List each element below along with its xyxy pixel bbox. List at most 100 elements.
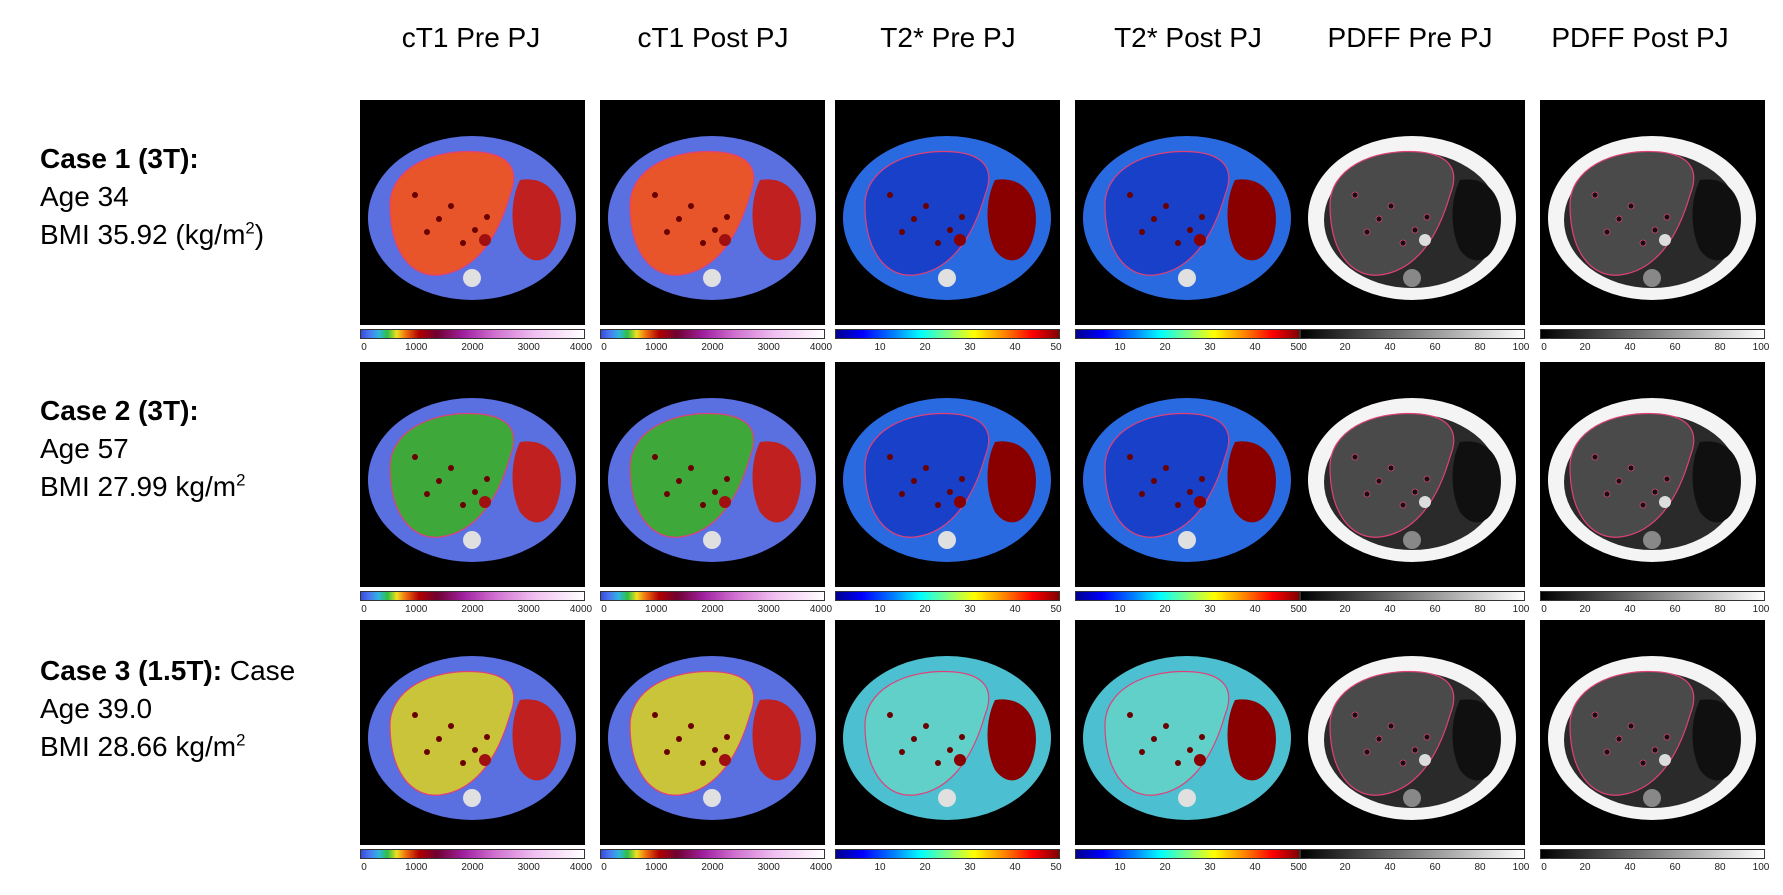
mri-panel: [1300, 100, 1525, 325]
mri-panel: [1540, 620, 1765, 845]
bmi-exponent: 2: [245, 218, 255, 238]
colorbar-tick-label: 80: [1474, 862, 1486, 873]
colorbar-tick-label: 40: [1384, 604, 1396, 615]
vessel-mark: [1127, 712, 1133, 718]
vessel-mark: [712, 747, 718, 753]
vessel-mark: [1639, 239, 1647, 247]
vessel-mark: [1199, 214, 1205, 220]
colorbar: [1540, 329, 1765, 339]
column-title: cT1 Post PJ: [637, 22, 789, 53]
vessel-mark: [1603, 228, 1611, 236]
colorbar-tick-label: 20: [919, 604, 931, 615]
vessel-mark: [1363, 490, 1371, 498]
vessel-mark: [1591, 453, 1599, 461]
vessel-mark: [472, 227, 478, 233]
colorbar-tick-label: 50: [1050, 862, 1062, 873]
vessel-mark: [472, 489, 478, 495]
vessel-mark: [700, 502, 706, 508]
colorbar: [835, 329, 1060, 339]
colorbar-tick-label: 3000: [517, 604, 540, 615]
colorbar: [600, 329, 825, 339]
stomach-region: [752, 699, 801, 781]
case-bmi: BMI 35.92 (kg/m2): [40, 216, 264, 254]
colorbar-tick-label: 2000: [461, 604, 484, 615]
stomach-region: [1692, 699, 1741, 781]
colorbar-tick-label: 20: [1159, 862, 1171, 873]
vessel-mark: [911, 736, 917, 742]
vessel-mark: [1411, 488, 1419, 496]
colorbar-tick-label: 10: [874, 604, 886, 615]
case-name: Case 1 (3T):: [40, 143, 199, 174]
bmi-exponent: 2: [236, 470, 246, 490]
colorbar-tick-label: 0: [1301, 862, 1307, 873]
vessel-mark: [1199, 734, 1205, 740]
vessel-mark: [448, 723, 454, 729]
vessel-mark: [1651, 488, 1659, 496]
vessel-mark: [1627, 722, 1635, 730]
colorbar-tick-label: 0: [601, 604, 607, 615]
stomach-region: [1227, 441, 1276, 523]
vessel-mark: [448, 203, 454, 209]
colorbar-ticks: 10 20 30 40 50: [835, 604, 1061, 618]
colorbar-tick-label: 100: [1752, 604, 1770, 615]
colorbar-tick-label: 10: [1114, 604, 1126, 615]
spine-mark: [1643, 789, 1661, 807]
vessel-mark: [959, 476, 965, 482]
vessel-mark: [664, 229, 670, 235]
colorbar-ticks: 0 1000 2000 3000 4000: [360, 342, 592, 356]
colorbar-tick-label: 40: [1249, 862, 1261, 873]
aorta-mark: [1659, 234, 1671, 246]
bmi-text: BMI 28.66 kg/m: [40, 731, 237, 762]
vessel-mark: [1591, 711, 1599, 719]
vessel-mark: [1187, 227, 1193, 233]
vessel-mark: [1651, 746, 1659, 754]
vessel-mark: [676, 216, 682, 222]
vessel-mark: [412, 712, 418, 718]
spine-mark: [463, 789, 481, 807]
colorbar-tick-label: 10: [874, 342, 886, 353]
aorta-mark: [1194, 496, 1206, 508]
case-bmi: BMI 28.66 kg/m2: [40, 728, 295, 766]
vessel-mark: [1663, 475, 1671, 483]
colorbar-tick-label: 80: [1714, 604, 1726, 615]
stomach-region: [512, 699, 561, 781]
stomach-region: [1227, 179, 1276, 261]
colorbar-ticks: 10 20 30 40 50: [1075, 342, 1301, 356]
colorbar-tick-label: 20: [1159, 604, 1171, 615]
stomach-region: [1452, 699, 1501, 781]
colorbar-tick-label: 20: [1339, 342, 1351, 353]
vessel-mark: [947, 489, 953, 495]
vessel-mark: [1127, 192, 1133, 198]
vessel-mark: [1163, 723, 1169, 729]
vessel-mark: [652, 192, 658, 198]
colorbar: [835, 591, 1060, 601]
colorbar-tick-label: 0: [601, 862, 607, 873]
vessel-mark: [712, 227, 718, 233]
stomach-region: [1452, 441, 1501, 523]
stomach-region: [1692, 441, 1741, 523]
colorbar-ticks: 10 20 30 40 50: [835, 342, 1061, 356]
colorbar-ticks: 0 20 40 60 80 100: [1540, 862, 1769, 876]
bmi-exponent: 2: [236, 730, 246, 750]
vessel-mark: [436, 736, 442, 742]
stomach-region: [752, 441, 801, 523]
colorbar-tick-label: 2000: [701, 604, 724, 615]
stomach-region: [987, 441, 1036, 523]
vessel-mark: [484, 734, 490, 740]
mri-panel: [1540, 100, 1765, 325]
vessel-mark: [1615, 215, 1623, 223]
vessel-mark: [935, 760, 941, 766]
vessel-mark: [1639, 501, 1647, 509]
colorbar-tick-label: 4000: [569, 342, 593, 353]
colorbar: [1540, 591, 1765, 601]
column-title: T2* Pre PJ: [880, 22, 1016, 53]
vessel-mark: [1163, 465, 1169, 471]
vessel-mark: [424, 491, 430, 497]
aorta-mark: [479, 234, 491, 246]
colorbar-tick-label: 40: [1009, 342, 1021, 353]
colorbar-tick-label: 10: [1114, 342, 1126, 353]
mri-panel: [360, 620, 585, 845]
aorta-mark: [1419, 234, 1431, 246]
colorbar-tick-label: 4000: [809, 862, 833, 873]
colorbar-tick-label: 30: [1204, 862, 1216, 873]
